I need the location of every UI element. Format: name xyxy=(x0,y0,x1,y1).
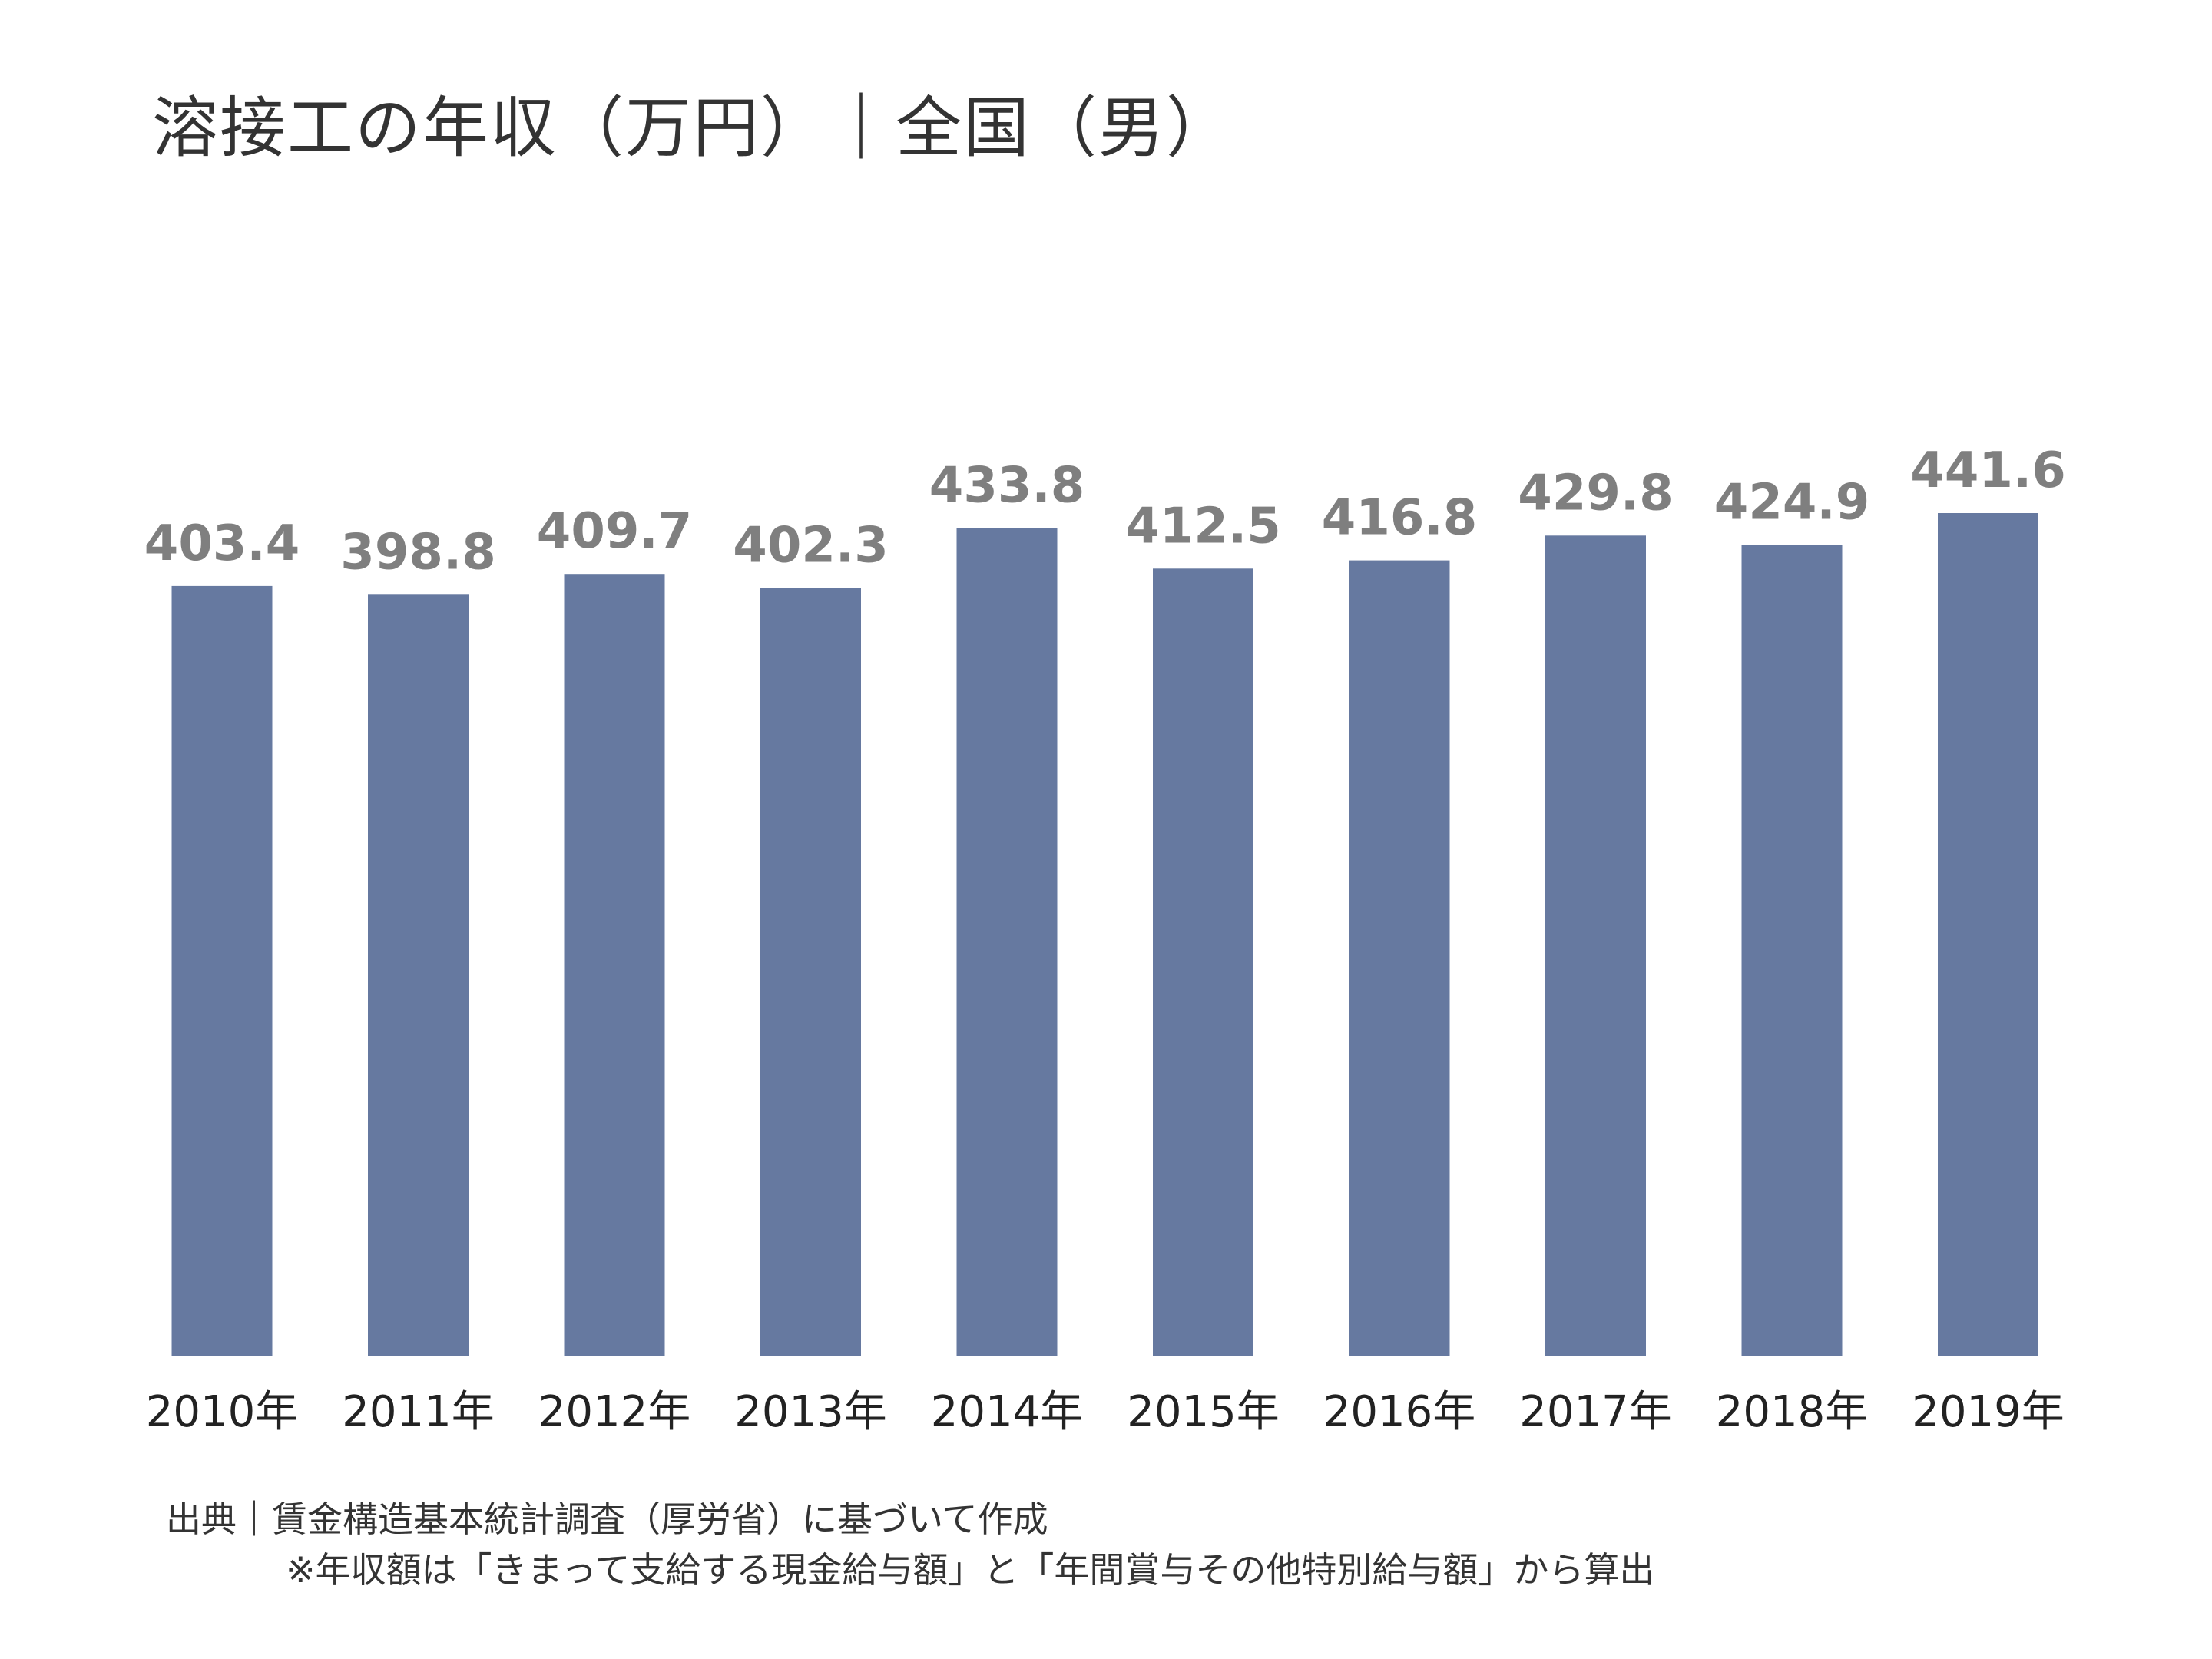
value-label: 416.8 xyxy=(1322,490,1477,547)
value-label: 412.5 xyxy=(1125,498,1280,555)
value-label: 398.8 xyxy=(340,524,495,581)
value-label: 402.3 xyxy=(733,518,888,575)
source-credit: 出典｜賃金構造基本統計調査（厚労省）に基づいて作成 xyxy=(166,1498,1048,1540)
category-label: 2014年 xyxy=(931,1387,1084,1437)
bar-2019年 xyxy=(1938,513,2038,1356)
bar-2015年 xyxy=(1153,568,1253,1356)
category-label: 2017年 xyxy=(1519,1387,1672,1437)
category-label: 2016年 xyxy=(1323,1387,1476,1437)
category-label: 2018年 xyxy=(1716,1387,1869,1437)
chart-title: 溶接工の年収（万円）｜全国（男） xyxy=(152,90,1233,167)
bar-2016年 xyxy=(1349,560,1450,1356)
category-label: 2019年 xyxy=(1912,1387,2065,1437)
calculation-note: ※年収額は「きまって支給する現金給与額」と「年間賞与その他特別給与額」から算出 xyxy=(286,1549,1655,1591)
bar-2013年 xyxy=(760,588,861,1356)
category-label: 2010年 xyxy=(146,1387,299,1437)
bar-2014年 xyxy=(956,528,1058,1356)
value-label: 433.8 xyxy=(929,457,1084,514)
category-label: 2015年 xyxy=(1127,1387,1280,1437)
bar-chart: 403.4 2010年 398.8 2011年 409.7 2012年 402.3 2013年… xyxy=(144,442,2066,1437)
bar-2017年 xyxy=(1545,535,1646,1356)
value-label: 409.7 xyxy=(537,503,692,560)
bar-2011年 xyxy=(368,594,469,1356)
value-label: 403.4 xyxy=(144,515,300,572)
value-label: 429.8 xyxy=(1518,465,1673,522)
bar-2018年 xyxy=(1741,545,1843,1356)
value-label: 441.6 xyxy=(1910,442,2065,499)
bar-2012年 xyxy=(564,574,665,1356)
category-label: 2013年 xyxy=(734,1387,887,1437)
category-label: 2012年 xyxy=(538,1387,691,1437)
category-label: 2011年 xyxy=(342,1387,495,1437)
value-label: 424.9 xyxy=(1714,475,1869,531)
bar-2010年 xyxy=(171,585,273,1356)
